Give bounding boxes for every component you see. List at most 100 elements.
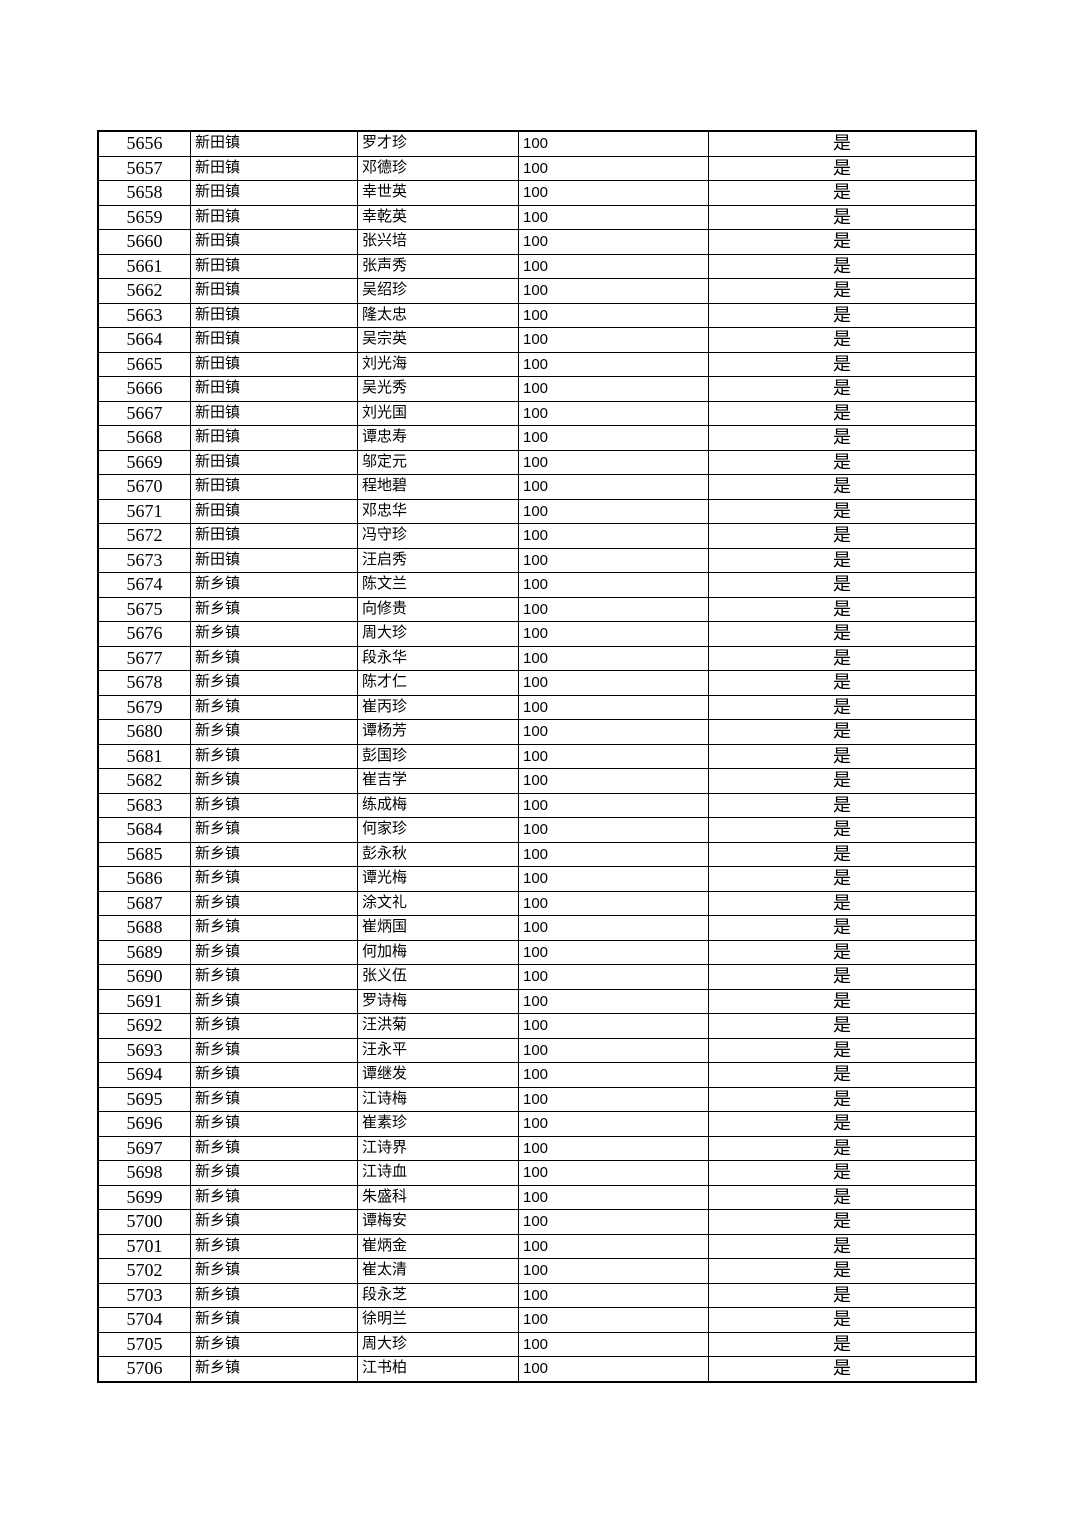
row-number: 5686 [97, 866, 191, 892]
status-cell: 是 [708, 474, 977, 500]
amount-cell: 100 [518, 1331, 709, 1357]
row-number: 5670 [97, 474, 191, 500]
status-cell: 是 [708, 1356, 977, 1382]
name-cell: 汪永平 [357, 1037, 519, 1063]
name-cell: 朱盛科 [357, 1184, 519, 1210]
town-cell: 新乡镇 [190, 670, 358, 696]
town-cell: 新乡镇 [190, 939, 358, 965]
name-cell: 彭永秋 [357, 841, 519, 867]
name-cell: 段永芝 [357, 1282, 519, 1308]
table-row: 5674 新乡镇 陈文兰 100 是 [97, 572, 977, 598]
town-cell: 新乡镇 [190, 964, 358, 990]
status-cell: 是 [708, 278, 977, 304]
table-row: 5666 新田镇 吴光秀 100 是 [97, 376, 977, 402]
status-cell: 是 [708, 768, 977, 794]
town-cell: 新乡镇 [190, 1209, 358, 1235]
status-cell: 是 [708, 547, 977, 573]
town-cell: 新乡镇 [190, 792, 358, 818]
row-number: 5696 [97, 1111, 191, 1137]
table-row: 5693 新乡镇 汪永平 100 是 [97, 1037, 977, 1063]
town-cell: 新田镇 [190, 523, 358, 549]
table-row: 5701 新乡镇 崔炳金 100 是 [97, 1233, 977, 1259]
amount-cell: 100 [518, 1184, 709, 1210]
name-cell: 彭国珍 [357, 743, 519, 769]
town-cell: 新乡镇 [190, 988, 358, 1014]
town-cell: 新田镇 [190, 376, 358, 402]
table-row: 5672 新田镇 冯守珍 100 是 [97, 523, 977, 549]
name-cell: 崔丙珍 [357, 694, 519, 720]
status-cell: 是 [708, 425, 977, 451]
name-cell: 张兴培 [357, 229, 519, 255]
amount-cell: 100 [518, 572, 709, 598]
table-row: 5686 新乡镇 谭光梅 100 是 [97, 866, 977, 892]
town-cell: 新田镇 [190, 425, 358, 451]
status-cell: 是 [708, 1184, 977, 1210]
name-cell: 张声秀 [357, 253, 519, 279]
amount-cell: 100 [518, 351, 709, 377]
amount-cell: 100 [518, 1135, 709, 1161]
row-number: 5695 [97, 1086, 191, 1112]
status-cell: 是 [708, 817, 977, 843]
town-cell: 新乡镇 [190, 743, 358, 769]
town-cell: 新乡镇 [190, 1307, 358, 1333]
town-cell: 新乡镇 [190, 890, 358, 916]
town-cell: 新乡镇 [190, 841, 358, 867]
row-number: 5687 [97, 890, 191, 916]
table-row: 5675 新乡镇 向修贵 100 是 [97, 596, 977, 622]
name-cell: 涂文礼 [357, 890, 519, 916]
status-cell: 是 [708, 130, 977, 157]
amount-cell: 100 [518, 841, 709, 867]
name-cell: 刘光国 [357, 400, 519, 426]
amount-cell: 100 [518, 1160, 709, 1186]
row-number: 5692 [97, 1013, 191, 1039]
amount-cell: 100 [518, 376, 709, 402]
amount-cell: 100 [518, 1037, 709, 1063]
amount-cell: 100 [518, 670, 709, 696]
name-cell: 幸世英 [357, 180, 519, 206]
table-row: 5677 新乡镇 段永华 100 是 [97, 645, 977, 671]
status-cell: 是 [708, 1135, 977, 1161]
status-cell: 是 [708, 621, 977, 647]
status-cell: 是 [708, 253, 977, 279]
town-cell: 新乡镇 [190, 1258, 358, 1284]
status-cell: 是 [708, 719, 977, 745]
name-cell: 谭光梅 [357, 866, 519, 892]
name-cell: 徐明兰 [357, 1307, 519, 1333]
amount-cell: 100 [518, 1062, 709, 1088]
row-number: 5659 [97, 204, 191, 230]
status-cell: 是 [708, 939, 977, 965]
amount-cell: 100 [518, 302, 709, 328]
row-number: 5658 [97, 180, 191, 206]
table-row: 5685 新乡镇 彭永秋 100 是 [97, 841, 977, 867]
amount-cell: 100 [518, 425, 709, 451]
table-row: 5659 新田镇 幸乾英 100 是 [97, 204, 977, 230]
amount-cell: 100 [518, 1111, 709, 1137]
status-cell: 是 [708, 1086, 977, 1112]
row-number: 5675 [97, 596, 191, 622]
amount-cell: 100 [518, 1209, 709, 1235]
town-cell: 新田镇 [190, 229, 358, 255]
amount-cell: 100 [518, 939, 709, 965]
row-number: 5673 [97, 547, 191, 573]
status-cell: 是 [708, 915, 977, 941]
name-cell: 谭继发 [357, 1062, 519, 1088]
town-cell: 新乡镇 [190, 1160, 358, 1186]
row-number: 5666 [97, 376, 191, 402]
town-cell: 新田镇 [190, 155, 358, 181]
status-cell: 是 [708, 1062, 977, 1088]
town-cell: 新田镇 [190, 351, 358, 377]
status-cell: 是 [708, 155, 977, 181]
row-number: 5663 [97, 302, 191, 328]
name-cell: 邓忠华 [357, 498, 519, 524]
row-number: 5694 [97, 1062, 191, 1088]
row-number: 5679 [97, 694, 191, 720]
name-cell: 刘光海 [357, 351, 519, 377]
table-row: 5664 新田镇 吴宗英 100 是 [97, 327, 977, 353]
town-cell: 新田镇 [190, 278, 358, 304]
row-number: 5683 [97, 792, 191, 818]
town-cell: 新乡镇 [190, 1233, 358, 1259]
status-cell: 是 [708, 596, 977, 622]
table-row: 5667 新田镇 刘光国 100 是 [97, 400, 977, 426]
town-cell: 新田镇 [190, 130, 358, 157]
town-cell: 新乡镇 [190, 1356, 358, 1382]
